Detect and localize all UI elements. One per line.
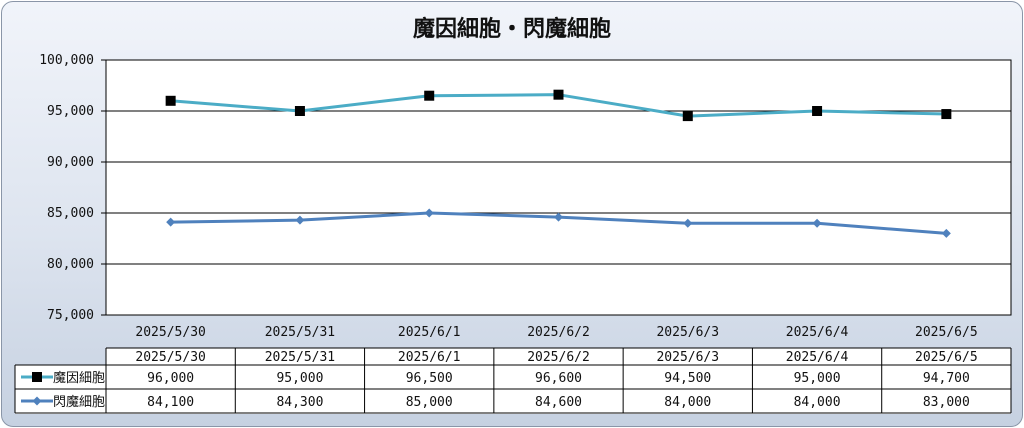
table-value-cell: 85,000: [406, 395, 453, 410]
series-lines: [165, 89, 952, 238]
legend-label: 魔因細胞: [53, 371, 105, 386]
x-tick-label: 2025/6/1: [398, 325, 461, 340]
table-body: [106, 348, 1011, 414]
data-point: [424, 208, 434, 218]
y-tick-label: 90,000: [47, 155, 94, 170]
table-value-cell: 94,500: [664, 371, 711, 386]
table-value-cell: 95,000: [794, 371, 841, 386]
data-point: [554, 212, 563, 222]
data-point: [295, 215, 305, 225]
table-header-cell: 2025/6/1: [398, 350, 461, 365]
table-header-cell: 2025/5/31: [265, 350, 335, 365]
data-point: [424, 90, 435, 101]
data-point: [941, 109, 952, 120]
plot-area: [105, 59, 1012, 316]
table-header-cell: 2025/6/3: [656, 350, 719, 365]
y-tick-label: 100,000: [39, 53, 94, 68]
x-tick-label: 2025/6/3: [656, 325, 719, 340]
y-tick-label: 95,000: [47, 104, 94, 119]
data-point: [553, 89, 564, 100]
table-value-cell: 96,600: [535, 371, 582, 386]
table-value-cell: 84,300: [276, 395, 323, 410]
y-tick-label: 75,000: [47, 308, 94, 323]
x-tick-label: 2025/5/31: [265, 325, 335, 340]
data-point: [682, 111, 693, 122]
table-value-cell: 83,000: [923, 395, 970, 410]
table-value-cell: 84,600: [535, 395, 582, 410]
table-value-cell: 84,000: [664, 395, 711, 410]
y-tick-label: 85,000: [47, 206, 94, 221]
table-value-cell: 95,000: [276, 371, 323, 386]
table-value-cell: 96,500: [406, 371, 453, 386]
data-point: [812, 106, 823, 116]
x-tick-label: 2025/6/5: [915, 325, 978, 340]
data-point: [165, 95, 176, 106]
data-point: [812, 218, 822, 228]
table-value-cell: 84,100: [147, 395, 194, 410]
data-table: 2025/5/30 2025/5/31 2025/6/1 2025/6/2 2025/6…: [14, 347, 1012, 414]
x-tick-label: 2025/5/30: [135, 325, 205, 340]
table-header-cell: 2025/5/30: [135, 350, 205, 365]
x-axis-categories: 2025/5/30 2025/5/31 2025/6/1 2025/6/2 2025/6…: [135, 325, 977, 340]
table-value-cell: 84,000: [794, 395, 841, 410]
data-point: [683, 218, 693, 228]
table-header-cell: 2025/6/5: [915, 350, 978, 365]
y-axis-ticks: 100,000 95,000 90,000 85,000 80,000 75,000: [39, 53, 94, 323]
data-point: [294, 106, 305, 116]
table-value-cell: 96,000: [147, 371, 194, 386]
y-tick-label: 80,000: [47, 257, 94, 272]
table-header-cell: 2025/6/4: [786, 350, 849, 365]
data-point: [941, 228, 951, 238]
table-value-cell: 94,700: [923, 371, 970, 386]
legend-key-marker: [32, 372, 42, 382]
x-tick-label: 2025/6/2: [527, 325, 590, 340]
x-tick-label: 2025/6/4: [786, 325, 849, 340]
legend-label: 閃魔細胞: [53, 395, 105, 410]
chart-title: 魔因細胞・閃魔細胞: [413, 16, 611, 42]
legend-key-marker: [32, 396, 42, 406]
table-header-cell: 2025/6/2: [527, 350, 590, 365]
data-point: [166, 217, 176, 227]
